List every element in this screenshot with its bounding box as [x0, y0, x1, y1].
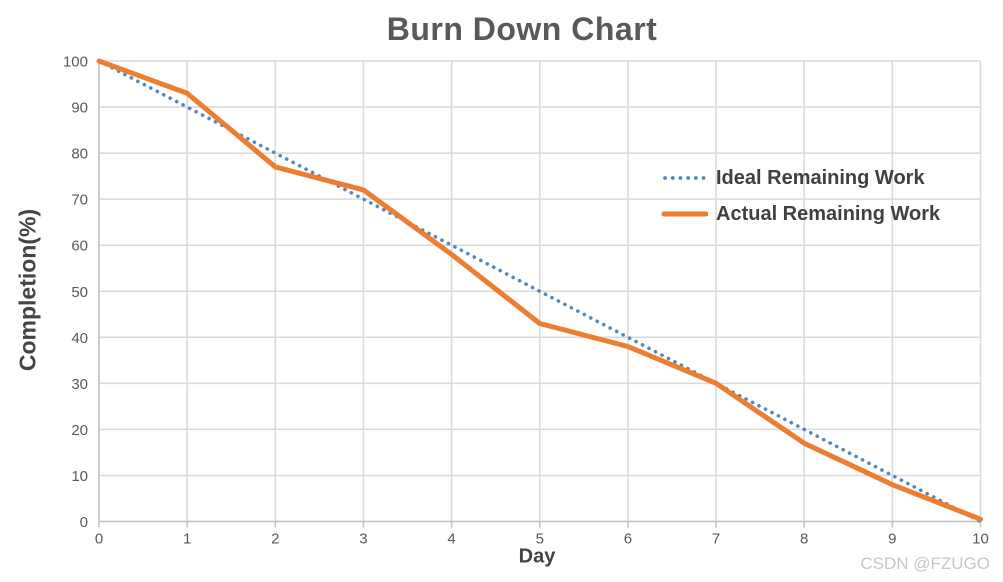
y-tick-label: 80 [71, 146, 88, 163]
y-axis-title: Completion(%) [14, 208, 41, 372]
x-tick-label: 0 [95, 531, 103, 548]
watermark: CSDN @FZUGO [860, 554, 990, 573]
x-tick-label: 2 [271, 531, 279, 548]
y-tick-label: 40 [71, 330, 88, 347]
x-tick-label: 7 [712, 531, 720, 548]
legend-label-actual: Actual Remaining Work [716, 202, 941, 225]
legend-entry-actual: Actual Remaining Work [661, 196, 940, 232]
actual-series-line [96, 58, 983, 522]
x-tick-label: 6 [624, 531, 632, 548]
x-tick-label: 10 [972, 531, 989, 548]
legend-label-ideal: Ideal Remaining Work [716, 166, 925, 189]
legend-entry-ideal: Ideal Remaining Work [661, 160, 940, 196]
y-tick-label: 50 [71, 284, 88, 301]
x-tick-label: 8 [800, 531, 808, 548]
x-tick-label: 5 [536, 531, 544, 548]
x-tick-label: 3 [359, 531, 367, 548]
ideal-line-sample-icon [663, 176, 707, 180]
chart-title: Burn Down Chart [386, 11, 658, 47]
actual-line-sample-icon [661, 211, 708, 217]
y-tick-label: 10 [71, 468, 88, 485]
y-tick-label: 100 [63, 54, 88, 71]
x-tick-label: 9 [888, 531, 896, 548]
legend: Ideal Remaining Work Actual Remaining Wo… [661, 160, 940, 232]
y-tick-label: 70 [71, 192, 88, 209]
x-axis-title: Day [518, 545, 556, 568]
y-tick-label: 20 [71, 422, 88, 439]
ideal-series-line [97, 59, 983, 524]
x-tick-label: 1 [183, 531, 191, 548]
y-tick-label: 90 [71, 100, 88, 117]
y-tick-label: 30 [71, 376, 88, 393]
y-tick-label: 0 [80, 514, 88, 531]
y-tick-label: 60 [71, 238, 88, 255]
x-tick-label: 4 [447, 531, 455, 548]
